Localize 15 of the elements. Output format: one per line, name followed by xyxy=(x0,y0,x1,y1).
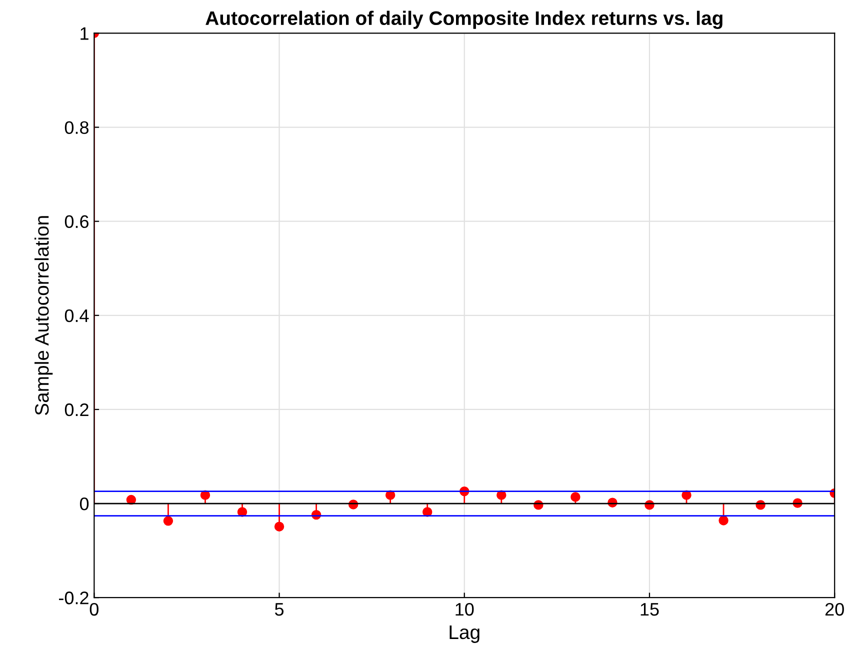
x-tick-label: 0 xyxy=(90,602,98,616)
x-axis-title: Lag xyxy=(450,626,480,643)
x-tick-label: 20 xyxy=(825,602,844,616)
x-tick-label: 5 xyxy=(274,603,284,616)
y-tick-label: -0.2 xyxy=(58,592,88,604)
x-tick-label: 15 xyxy=(640,603,659,616)
y-tick-label: 1 xyxy=(80,27,88,40)
x-tick-label: 10 xyxy=(456,602,474,616)
y-tick-label: 0.8 xyxy=(64,121,89,134)
y-tick-label: 0.4 xyxy=(64,309,89,322)
y-axis-title: Sample Autocorrelation xyxy=(34,216,53,416)
y-tick-label: 0 xyxy=(80,497,89,510)
y-tick-label: 0.2 xyxy=(64,403,88,416)
chart-title: Autocorrelation of daily Composite Index returns vs. lag xyxy=(206,10,722,29)
y-tick-label: 0.6 xyxy=(64,215,89,228)
